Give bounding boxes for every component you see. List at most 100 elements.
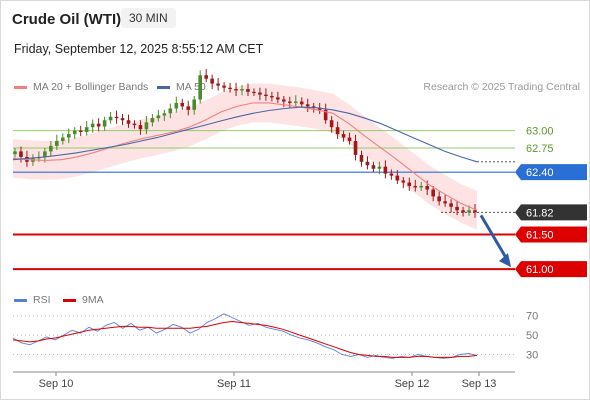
candle-body (192, 99, 197, 110)
timeframe-badge[interactable]: 30 MIN (121, 8, 176, 28)
candle-body (84, 127, 89, 133)
rsi-line (12, 313, 478, 359)
chart-timestamp: Friday, September 12, 2025 8:55:12 AM CE… (14, 42, 264, 56)
candle-body (108, 116, 113, 121)
candle-body (323, 109, 328, 121)
last-price-label-bg (515, 204, 587, 221)
candle-body (78, 130, 83, 133)
candle-body (365, 161, 370, 166)
candle-body (335, 127, 340, 135)
candle-body (443, 201, 447, 204)
instrument-title: Crude Oil (WTI) (12, 11, 122, 28)
candle-body (156, 115, 161, 119)
candle-body (473, 210, 477, 213)
candle-body (198, 75, 202, 100)
last-price-label: 61.82 (526, 207, 554, 219)
rsi-tick-30: 30 (526, 349, 538, 361)
candle-body (204, 75, 208, 79)
ma50-label: MA 50 (176, 81, 206, 93)
rsi-swatch (14, 298, 27, 302)
candle-body (216, 83, 220, 86)
candle-body (449, 203, 453, 207)
x-tick-label: Sep 10 (39, 378, 74, 390)
candle-body (114, 116, 119, 119)
candle-body (240, 89, 244, 91)
resistance-label-63.00: 63.00 (526, 126, 554, 138)
candles-group (13, 68, 477, 218)
candle-body (389, 173, 394, 176)
candle-body (293, 101, 298, 103)
candle-body (329, 120, 334, 128)
candle-body (144, 122, 149, 130)
rsi-tick-50: 50 (526, 330, 538, 342)
candle-body (305, 104, 310, 107)
bollinger-band (13, 83, 477, 230)
candle-body (60, 137, 65, 142)
candle-body (150, 118, 155, 123)
candle-body (246, 89, 250, 92)
candle-body (180, 102, 185, 107)
x-tick-label: Sep 12 (395, 378, 430, 390)
rsi-ma-line (12, 320, 478, 358)
support-label-61.00: 61.00 (526, 264, 554, 276)
candle-body (395, 175, 400, 181)
candle-body (258, 92, 262, 95)
candle-body (383, 166, 388, 174)
rsi-ma-swatch (63, 298, 76, 302)
rsi-label: RSI (33, 294, 51, 306)
candle-body (55, 141, 59, 146)
research-credit: Research © 2025 Trading Central (423, 81, 580, 93)
candle-body (371, 165, 376, 169)
candle-body (174, 102, 179, 109)
candle-body (19, 151, 23, 157)
candle-body (222, 85, 226, 88)
ma50-swatch (157, 85, 170, 89)
candle-body (43, 151, 47, 157)
ma20-line (12, 102, 478, 211)
candle-body (228, 87, 232, 90)
candle-body (132, 123, 137, 126)
candle-body (311, 106, 316, 108)
ma50-line (12, 106, 478, 163)
candle-body (264, 94, 268, 96)
candle-body (359, 154, 364, 162)
candle-body (90, 123, 95, 128)
forecast-arrow-head (499, 253, 511, 268)
legend-rsi-ma: 9MA (63, 294, 104, 306)
candle-body (120, 118, 125, 121)
candle-body (461, 210, 465, 213)
candle-body (401, 180, 406, 183)
legend-ma50: MA 50 (157, 81, 206, 93)
candle-body (425, 186, 430, 190)
candle-body (72, 130, 77, 135)
pivot-label: 62.40 (526, 167, 554, 179)
candle-body (13, 151, 17, 155)
candle-body (407, 182, 412, 187)
candle-body (66, 134, 71, 138)
candle-body (138, 125, 143, 130)
candle-body (210, 78, 214, 84)
candle-body (270, 96, 274, 98)
legend-rsi: RSI (14, 294, 51, 306)
candle-body (102, 120, 107, 127)
candle-body (126, 120, 131, 124)
legend-ma20: MA 20 + Bollinger Bands (14, 81, 148, 93)
candle-body (282, 99, 286, 102)
ma20-swatch (14, 85, 27, 89)
candle-body (455, 206, 459, 211)
candle-body (162, 113, 167, 116)
candle-body (377, 166, 382, 169)
resistance-label-62.75: 62.75 (526, 143, 554, 155)
candle-body (299, 101, 304, 105)
candle-body (276, 97, 280, 100)
candle-body (353, 141, 358, 155)
support-label-bg-61.00 (515, 261, 587, 278)
rsi-tick-70: 70 (526, 311, 538, 323)
forecast-arrow-shaft (479, 214, 510, 262)
rsi-ma-label: 9MA (82, 294, 104, 306)
candle-body (317, 107, 322, 110)
ma20-label: MA 20 + Bollinger Bands (33, 81, 149, 93)
x-tick-label: Sep 11 (217, 378, 251, 390)
